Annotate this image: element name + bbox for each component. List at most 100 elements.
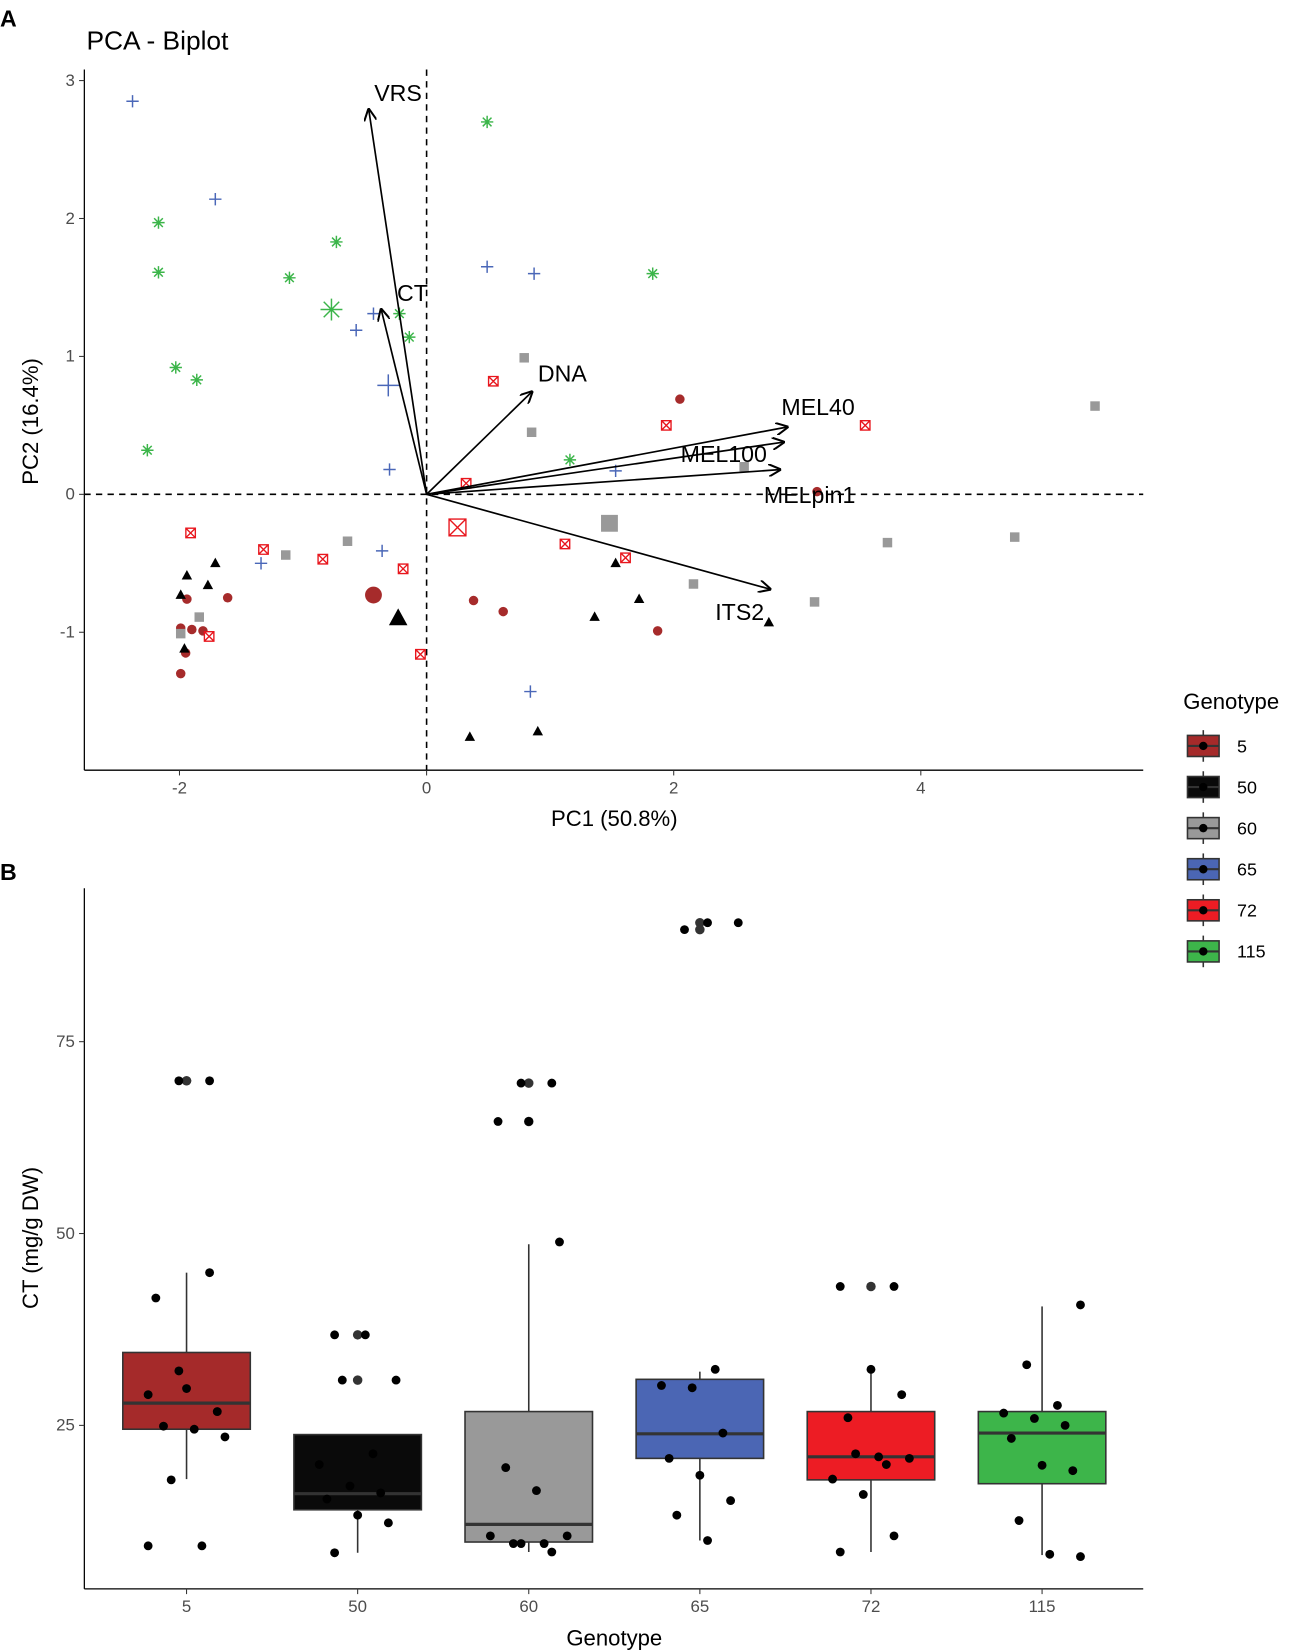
data-point-5 xyxy=(205,1076,215,1086)
point-genotype-60 xyxy=(1009,532,1020,542)
point-genotype-72 xyxy=(620,552,631,564)
x-tick-label: 65 xyxy=(690,1597,709,1616)
data-point-60 xyxy=(524,1117,534,1126)
data-point-60 xyxy=(547,1078,557,1088)
y-tick-label: -1 xyxy=(60,623,75,642)
point-genotype-65 xyxy=(367,307,380,320)
legend-key-point xyxy=(1199,906,1208,915)
boxed-x-marker xyxy=(414,648,426,660)
point-genotype-72 xyxy=(559,538,571,550)
data-point-60 xyxy=(485,1531,495,1541)
data-point-50 xyxy=(330,1330,340,1340)
plus-marker xyxy=(375,544,389,558)
data-point-72 xyxy=(889,1531,899,1541)
data-point-60 xyxy=(501,1463,511,1473)
data-point-65 xyxy=(664,1453,674,1463)
outlier-5 xyxy=(181,1076,192,1086)
point-genotype-65 xyxy=(524,685,537,698)
x-tick-label: 5 xyxy=(182,1597,191,1616)
data-point-50 xyxy=(368,1449,378,1459)
circle-marker xyxy=(652,626,663,636)
data-point-72 xyxy=(835,1282,845,1291)
data-point-60 xyxy=(547,1547,557,1557)
point-genotype-115 xyxy=(190,373,203,387)
legend-label: 72 xyxy=(1237,901,1257,921)
point-genotype-50 xyxy=(464,731,476,741)
point-genotype-115 xyxy=(403,330,416,344)
data-point-72 xyxy=(851,1449,861,1459)
circle-marker xyxy=(222,593,233,603)
point-genotype-72 xyxy=(203,630,215,642)
centroid-genotype-65 xyxy=(377,374,400,397)
point-genotype-115 xyxy=(283,271,296,284)
plus-marker xyxy=(527,267,541,280)
boxed-x-marker xyxy=(317,553,329,565)
data-point-72 xyxy=(904,1453,914,1463)
data-point-65 xyxy=(672,1510,682,1520)
loading-label-DNA: DNA xyxy=(538,360,587,386)
x-tick-label: 72 xyxy=(862,1597,881,1616)
triangle-marker xyxy=(210,557,221,568)
legend-label: 50 xyxy=(1237,777,1257,797)
point-genotype-60 xyxy=(1090,401,1100,411)
boxed-x-marker xyxy=(258,544,269,555)
data-point-60 xyxy=(539,1539,549,1548)
legend: 5 50 60 65 72 115 xyxy=(1186,730,1266,968)
data-point-60 xyxy=(508,1539,518,1548)
data-point-50 xyxy=(345,1481,355,1491)
asterisk-marker xyxy=(190,373,203,387)
x-tick-label: 2 xyxy=(669,778,678,797)
point-genotype-65 xyxy=(527,267,541,280)
square-marker xyxy=(688,579,699,589)
point-genotype-5 xyxy=(812,486,822,497)
square-marker xyxy=(882,537,893,548)
data-point-72 xyxy=(889,1282,899,1291)
circle-marker xyxy=(812,486,822,497)
boxed-x-marker xyxy=(448,518,467,537)
point-genotype-60 xyxy=(882,537,893,548)
point-genotype-72 xyxy=(185,527,197,539)
data-point-115 xyxy=(1076,1552,1085,1562)
data-point-5 xyxy=(159,1421,168,1431)
pca-x-label: PC1 (50.8%) xyxy=(551,806,678,831)
triangle-marker xyxy=(181,570,193,580)
boxed-x-marker xyxy=(620,552,631,564)
point-genotype-115 xyxy=(152,266,165,279)
square-marker xyxy=(739,462,749,472)
loading-label-ITS2: ITS2 xyxy=(715,599,764,625)
point-genotype-5 xyxy=(498,606,508,617)
data-point-50 xyxy=(360,1330,370,1340)
legend-key-point xyxy=(1199,741,1208,751)
point-genotype-60 xyxy=(809,597,820,607)
point-genotype-72 xyxy=(487,375,499,387)
data-point-72 xyxy=(858,1490,868,1499)
panel-label-b: B xyxy=(0,859,17,885)
data-point-50 xyxy=(314,1460,324,1469)
legend-key-point xyxy=(1199,865,1208,874)
data-point-65 xyxy=(726,1496,736,1506)
data-point-5 xyxy=(205,1268,215,1278)
loading-arrow-MELpin1 xyxy=(426,470,782,496)
data-point-50 xyxy=(322,1494,332,1504)
plus-marker xyxy=(254,557,268,570)
plus-marker xyxy=(350,324,363,337)
data-point-115 xyxy=(1053,1401,1062,1410)
data-point-50 xyxy=(330,1548,340,1558)
boxed-x-marker xyxy=(660,419,672,431)
point-genotype-115 xyxy=(152,216,165,229)
x-tick-label: 4 xyxy=(916,778,925,797)
point-genotype-72 xyxy=(258,544,269,555)
triangle-marker xyxy=(532,725,544,736)
square-marker xyxy=(1090,401,1100,411)
y-tick-label: 2 xyxy=(65,209,74,228)
boxed-x-marker xyxy=(487,375,499,387)
data-point-115 xyxy=(1045,1549,1055,1559)
x-tick-label: -2 xyxy=(172,778,187,797)
data-point-72 xyxy=(843,1413,853,1423)
box-65 xyxy=(635,1378,765,1460)
legend-key-point xyxy=(1199,947,1208,956)
data-point-60 xyxy=(493,1117,503,1126)
data-point-60 xyxy=(516,1539,526,1548)
data-point-65 xyxy=(680,925,689,935)
outlier-50 xyxy=(352,1330,363,1340)
